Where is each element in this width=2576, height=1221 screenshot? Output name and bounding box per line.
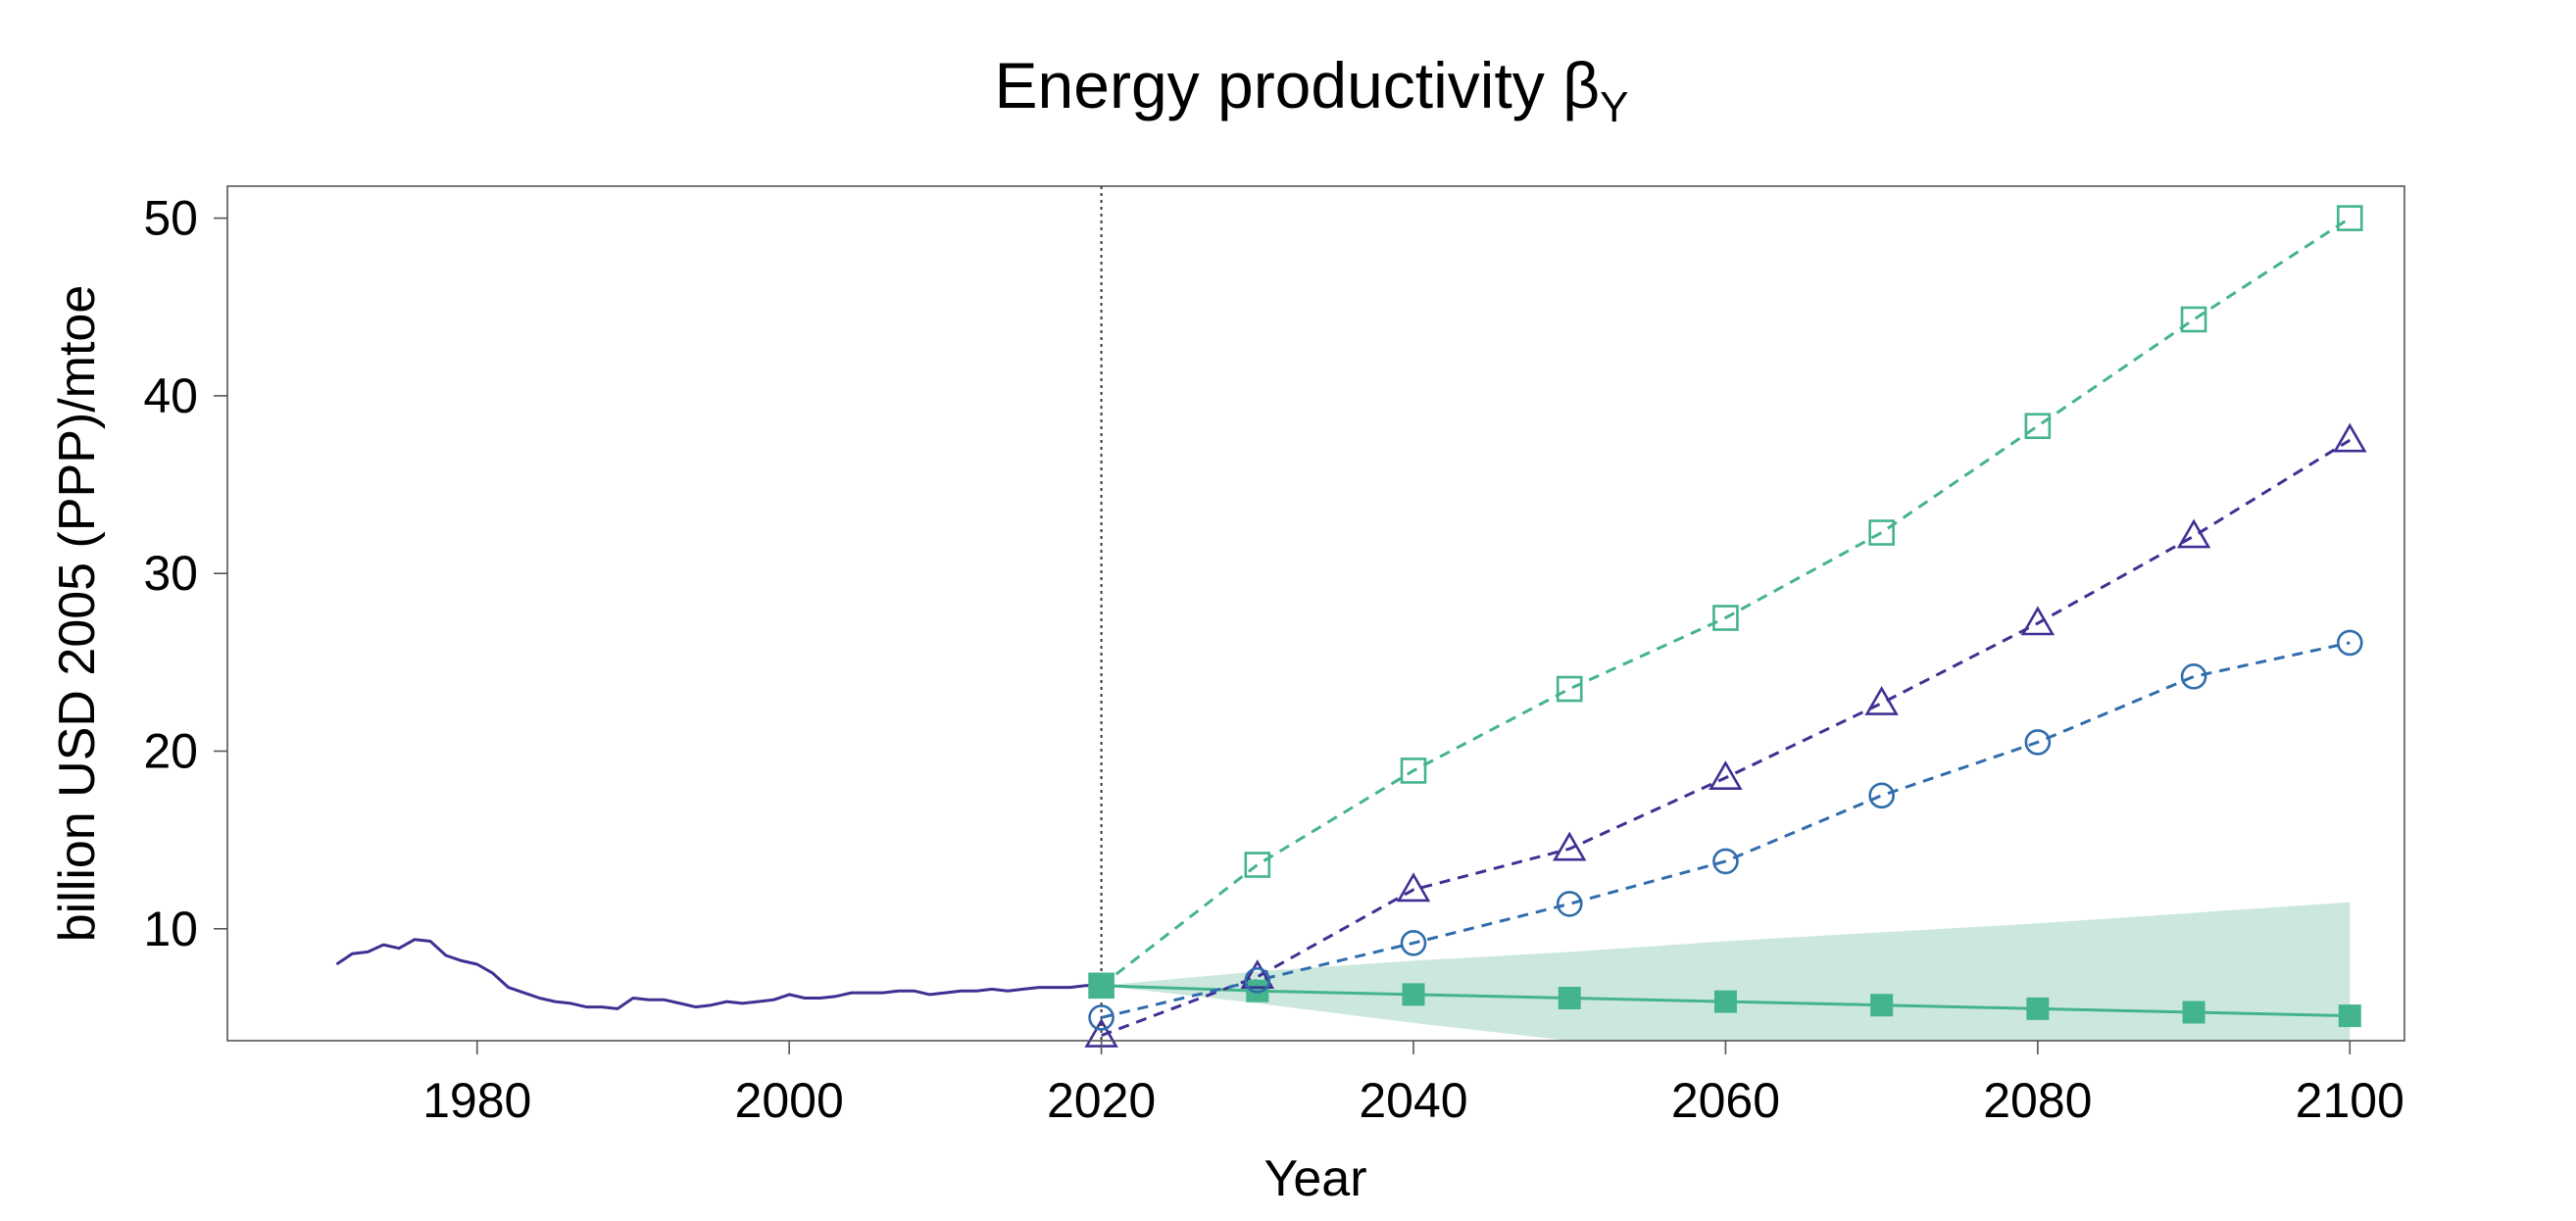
series-line-triangle-open [1101,438,2352,1038]
marker-square-filled-2070 [1870,994,1894,1017]
marker-square-open-2070 [1868,519,1895,546]
marker-circle-open-2020 [1088,1004,1115,1031]
x-tick-label-2100: 2100 [2296,1073,2404,1128]
marker-square-filled-2050 [1558,986,1581,1009]
marker-square-filled-2090 [2182,1001,2205,1024]
marker-square-open-2100 [2336,205,2363,231]
marker-square-filled-2020 [1090,974,1114,998]
chart-title-subscript: Y [1600,83,1628,131]
x-tick-label-2060: 2060 [1671,1073,1780,1128]
marker-square-filled-2060 [1713,990,1737,1013]
marker-square-open-2080 [2024,413,2052,440]
x-tick-label-1980: 1980 [422,1073,531,1128]
x-axis: 1980 2000 2020 2040 2060 2080 2100 [422,1041,2404,1128]
plot-frame [226,185,2405,1042]
marker-triangle-open-2030 [1240,959,1275,990]
marker-circle-open-2070 [1868,782,1895,809]
x-tick-label-2040: 2040 [1359,1073,1467,1128]
marker-circle-open-2080 [2024,729,2052,756]
marker-circle-open-2050 [1556,891,1583,917]
marker-triangle-open-2100 [2333,422,2367,453]
x-tick-label-2020: 2020 [1047,1073,1156,1128]
marker-square-open-2050 [1556,675,1583,703]
historical-line [335,938,1102,1010]
y-axis: 10 20 30 40 50 [143,191,227,956]
x-tick-label-2080: 2080 [1983,1073,2092,1128]
marker-triangle-open-2080 [2020,606,2056,636]
y-tick-label-30: 30 [143,546,198,601]
chart-title-main: Energy productivity β [995,49,1601,122]
marker-triangle-open-2050 [1552,831,1587,861]
x-tick-label-2000: 2000 [735,1073,844,1128]
marker-circle-open-2060 [1712,848,1739,875]
y-tick-label-10: 10 [143,902,198,956]
marker-circle-open-2090 [2180,663,2207,690]
marker-square-filled-2080 [2026,997,2050,1020]
marker-square-open-2090 [2180,306,2207,333]
marker-square-open-2020 [1088,972,1115,1000]
y-tick-label-40: 40 [143,368,198,423]
y-tick-label-50: 50 [143,191,198,246]
marker-triangle-open-2070 [1864,685,1899,715]
marker-triangle-open-2040 [1396,872,1431,903]
marker-square-filled-2040 [1402,983,1425,1006]
y-tick-label-20: 20 [143,723,198,778]
x-axis-label: Year [1263,1150,1366,1207]
marker-circle-open-2030 [1244,967,1271,994]
series-line-square-open [1100,217,2352,987]
marker-circle-open-2100 [2336,629,2363,657]
marker-circle-open-2040 [1400,929,1427,956]
marker-triangle-open-2060 [1709,760,1743,791]
marker-square-open-2030 [1244,852,1271,878]
chart-title: Energy productivity βY [995,49,1629,131]
marker-square-open-2040 [1400,757,1427,784]
marker-square-filled-2100 [2338,1004,2361,1028]
series-line-circle-open [1101,641,2351,1019]
marker-square-open-2060 [1712,605,1739,631]
series-markers-layer [1084,205,2367,1048]
marker-triangle-open-2090 [2176,518,2211,549]
y-axis-label: billion USD 2005 (PPP)/mtoe [49,285,106,943]
